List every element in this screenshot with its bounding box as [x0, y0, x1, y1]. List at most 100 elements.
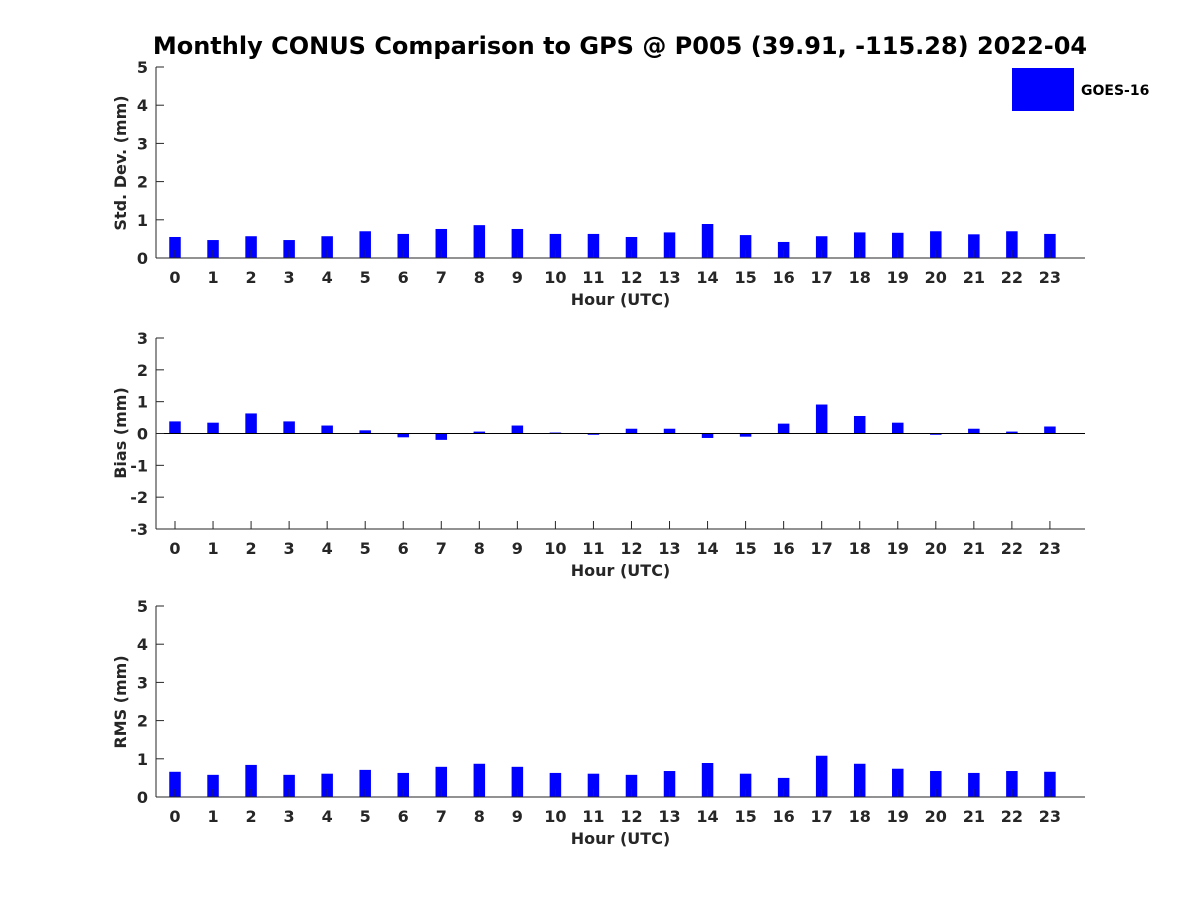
chart0-x-tick-label: 15	[734, 268, 756, 287]
chart1-bar-11	[587, 433, 600, 435]
chart2-y-tick-label: 0	[137, 788, 148, 807]
chart2-bar-7	[435, 766, 448, 797]
chart1-bar-7	[435, 433, 448, 440]
chart1-bar-6	[397, 433, 409, 438]
chart0-x-tick-label: 21	[963, 268, 985, 287]
chart-title: Monthly CONUS Comparison to GPS @ P005 (…	[153, 32, 1087, 60]
chart1-x-tick-label: 6	[398, 539, 409, 558]
chart2-bar-4	[321, 773, 333, 797]
chart2-x-tick-label: 12	[620, 807, 642, 826]
chart1-x-tick-label: 13	[658, 539, 680, 558]
chart0-bar-13	[663, 232, 676, 258]
chart2-x-tick-label: 10	[544, 807, 566, 826]
chart1-x-tick-label: 9	[512, 539, 523, 558]
chart1-x-tick-label: 12	[620, 539, 642, 558]
chart2-y-tick-label: 2	[137, 712, 148, 731]
chart1-y-tick-label: 0	[137, 425, 148, 444]
chart2-x-tick-label: 0	[169, 807, 180, 826]
chart0-bar-20	[930, 231, 942, 258]
chart0-x-tick-label: 5	[360, 268, 371, 287]
chart2-bar-13	[663, 771, 676, 797]
chart0-y-tick-label: 0	[137, 249, 148, 268]
chart1-y-tick-label: -1	[130, 456, 148, 475]
chart1-x-tick-label: 23	[1039, 539, 1061, 558]
chart2-x-tick-label: 7	[436, 807, 447, 826]
chart0-bar-6	[397, 233, 409, 258]
chart1-x-tick-label: 3	[284, 539, 295, 558]
chart1-bar-15	[739, 433, 752, 437]
chart1-bar-16	[777, 423, 790, 434]
chart1-x-tick-label: 10	[544, 539, 566, 558]
chart0-bar-11	[587, 233, 600, 258]
chart2-bar-1	[207, 774, 219, 797]
chart1-y-axis-label: Bias (mm)	[111, 387, 130, 479]
chart1-x-tick-label: 22	[1001, 539, 1023, 558]
chart2-bar-6	[397, 772, 409, 797]
chart2-bar-20	[930, 771, 942, 797]
chart2-x-tick-label: 14	[696, 807, 718, 826]
chart0-bar-17	[815, 236, 828, 258]
chart0-y-tick-label: 2	[137, 173, 148, 192]
chart2-y-tick-label: 5	[137, 597, 148, 616]
chart2-bar-0	[169, 771, 181, 797]
chart0-x-tick-label: 13	[658, 268, 680, 287]
chart1-x-tick-label: 5	[360, 539, 371, 558]
chart1-x-tick-label: 18	[849, 539, 871, 558]
chart0-x-tick-label: 0	[169, 268, 180, 287]
chart2-x-tick-label: 20	[925, 807, 947, 826]
chart1-bar-9	[511, 425, 524, 434]
chart2-x-tick-label: 21	[963, 807, 985, 826]
chart1-y-tick-label: -3	[130, 520, 148, 539]
chart1-bar-22	[1006, 431, 1018, 434]
chart2-bar-18	[853, 763, 866, 797]
chart1-bar-3	[283, 421, 295, 434]
chart0-bar-2	[245, 236, 257, 258]
chart0-x-tick-label: 20	[925, 268, 947, 287]
chart0-y-tick-label: 5	[137, 58, 148, 77]
chart0-bar-9	[511, 228, 524, 258]
chart0-bar-8	[473, 225, 486, 258]
chart2-x-tick-label: 16	[773, 807, 795, 826]
chart2-x-tick-label: 3	[284, 807, 295, 826]
chart2-bar-22	[1006, 771, 1018, 797]
chart0-x-tick-label: 16	[773, 268, 795, 287]
chart1-y-tick-label: -2	[130, 488, 148, 507]
chart2-y-tick-label: 4	[137, 635, 148, 654]
chart2-y-tick-label: 1	[137, 750, 148, 769]
chart2-bar-2	[245, 764, 257, 797]
chart2-bar-8	[473, 763, 486, 797]
chart1-x-tick-label: 14	[696, 539, 718, 558]
chart2-y-axis-label: RMS (mm)	[111, 655, 130, 748]
chart2-bar-12	[625, 774, 638, 797]
chart1-bar-20	[930, 433, 942, 435]
chart1-x-tick-label: 8	[474, 539, 485, 558]
chart2-bar-17	[815, 755, 828, 797]
chart2-x-axis-label: Hour (UTC)	[571, 829, 671, 848]
chart1-y-tick-label: 3	[137, 329, 148, 348]
chart0-x-tick-label: 7	[436, 268, 447, 287]
chart1-x-tick-label: 15	[734, 539, 756, 558]
chart1-bar-19	[892, 422, 904, 434]
chart0-x-axis-label: Hour (UTC)	[571, 290, 671, 309]
chart1-bar-1	[207, 422, 219, 434]
chart1-x-tick-label: 7	[436, 539, 447, 558]
chart1-x-axis-label: Hour (UTC)	[571, 561, 671, 580]
chart2-x-tick-label: 23	[1039, 807, 1061, 826]
chart1-bar-0	[169, 421, 181, 434]
chart2-bar-3	[283, 774, 295, 797]
chart0-bar-23	[1044, 233, 1056, 258]
chart2-x-tick-label: 22	[1001, 807, 1023, 826]
chart0-bar-16	[777, 241, 790, 258]
chart2-bar-23	[1044, 771, 1056, 797]
chart1-y-tick-label: 2	[137, 361, 148, 380]
chart0-bar-18	[853, 232, 866, 258]
chart2-bar-5	[359, 769, 371, 797]
chart2-x-tick-label: 2	[246, 807, 257, 826]
chart1-x-tick-label: 2	[246, 539, 257, 558]
chart2-x-tick-label: 9	[512, 807, 523, 826]
chart1-x-tick-label: 17	[811, 539, 833, 558]
